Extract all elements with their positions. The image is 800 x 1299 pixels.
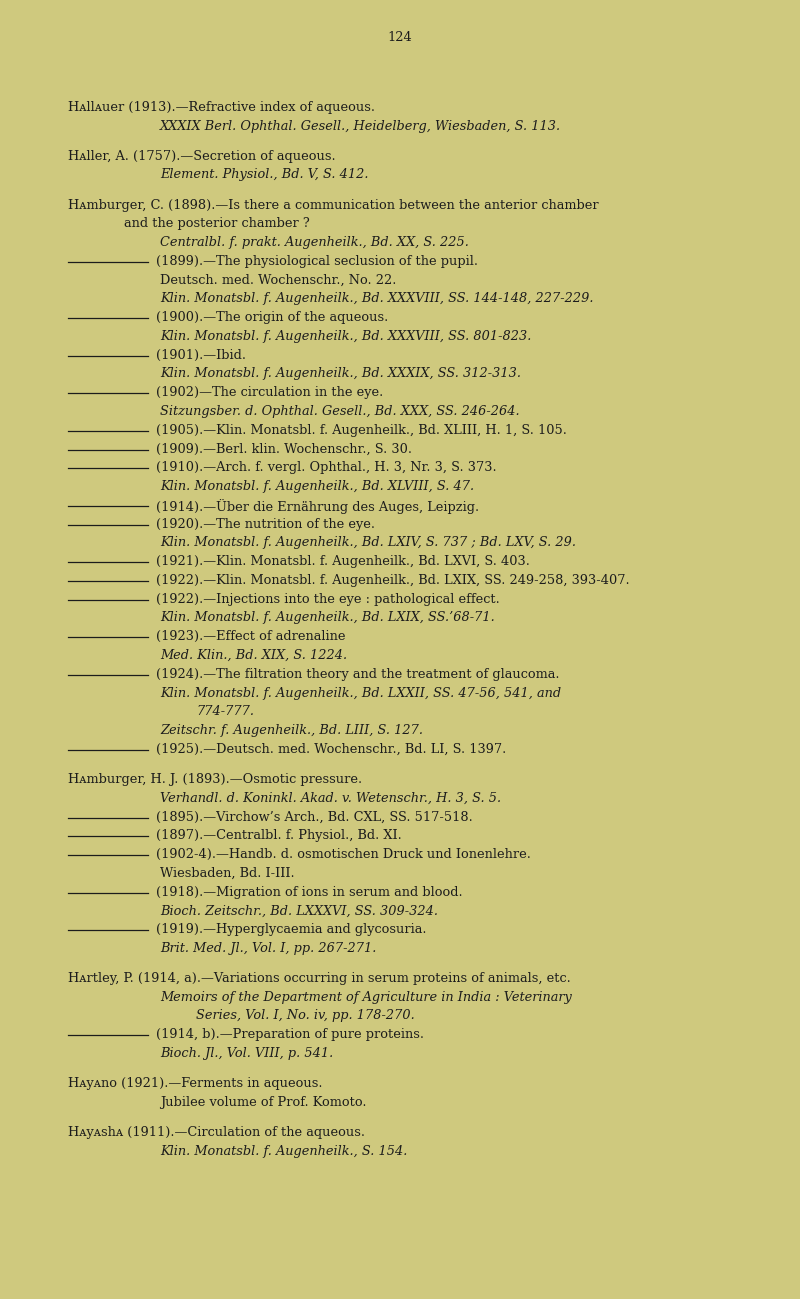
Text: Hᴀllᴀuer (1913).—Refractive index of aqueous.: Hᴀllᴀuer (1913).—Refractive index of aqu… [68, 101, 375, 114]
Text: (1910).—Arch. f. vergl. Ophthal., H. 3, Nr. 3, S. 373.: (1910).—Arch. f. vergl. Ophthal., H. 3, … [156, 461, 497, 474]
Text: (1902)—The circulation in the eye.: (1902)—The circulation in the eye. [156, 386, 383, 399]
Text: Deutsch. med. Wochenschr., No. 22.: Deutsch. med. Wochenschr., No. 22. [160, 274, 396, 287]
Text: Zeitschr. f. Augenheilk., Bd. LIII, S. 127.: Zeitschr. f. Augenheilk., Bd. LIII, S. 1… [160, 724, 423, 737]
Text: Klin. Monatsbl. f. Augenheilk., Bd. LXIV, S. 737 ; Bd. LXV, S. 29.: Klin. Monatsbl. f. Augenheilk., Bd. LXIV… [160, 536, 576, 549]
Text: XXXIX Berl. Ophthal. Gesell., Heidelberg, Wiesbaden, S. 113.: XXXIX Berl. Ophthal. Gesell., Heidelberg… [160, 120, 561, 132]
Text: Klin. Monatsbl. f. Augenheilk., Bd. XXXVIII, SS. 801-823.: Klin. Monatsbl. f. Augenheilk., Bd. XXXV… [160, 330, 531, 343]
Text: (1901).—Ibid.: (1901).—Ibid. [156, 348, 246, 361]
Text: Klin. Monatsbl. f. Augenheilk., Bd. XLVIII, S. 47.: Klin. Monatsbl. f. Augenheilk., Bd. XLVI… [160, 481, 474, 494]
Text: (1923).—Effect of adrenaline: (1923).—Effect of adrenaline [156, 630, 346, 643]
Text: Sitzungsber. d. Ophthal. Gesell., Bd. XXX, SS. 246-264.: Sitzungsber. d. Ophthal. Gesell., Bd. XX… [160, 405, 520, 418]
Text: Klin. Monatsbl. f. Augenheilk., Bd. XXXVIII, SS. 144-148, 227-229.: Klin. Monatsbl. f. Augenheilk., Bd. XXXV… [160, 292, 594, 305]
Text: Wiesbaden, Bd. I-III.: Wiesbaden, Bd. I-III. [160, 866, 294, 879]
Text: Centralbl. f. prakt. Augenheilk., Bd. XX, S. 225.: Centralbl. f. prakt. Augenheilk., Bd. XX… [160, 236, 469, 249]
Text: (1897).—Centralbl. f. Physiol., Bd. XI.: (1897).—Centralbl. f. Physiol., Bd. XI. [156, 829, 402, 842]
Text: (1902-4).—Handb. d. osmotischen Druck und Ionenlehre.: (1902-4).—Handb. d. osmotischen Druck un… [156, 848, 531, 861]
Text: Hᴀmburger, H. J. (1893).—Osmotic pressure.: Hᴀmburger, H. J. (1893).—Osmotic pressur… [68, 773, 362, 786]
Text: (1914).—Über die Ernährung des Auges, Leipzig.: (1914).—Über die Ernährung des Auges, Le… [156, 499, 479, 514]
Text: Med. Klin., Bd. XIX, S. 1224.: Med. Klin., Bd. XIX, S. 1224. [160, 650, 347, 662]
Text: Hᴀrtley, P. (1914, a).—Variations occurring in serum proteins of animals, etc.: Hᴀrtley, P. (1914, a).—Variations occurr… [68, 972, 570, 985]
Text: (1899).—The physiological seclusion of the pupil.: (1899).—The physiological seclusion of t… [156, 255, 478, 268]
Text: Hᴀmburger, C. (1898).—Is there a communication between the anterior chamber: Hᴀmburger, C. (1898).—Is there a communi… [68, 199, 598, 212]
Text: (1909).—Berl. klin. Wochenschr., S. 30.: (1909).—Berl. klin. Wochenschr., S. 30. [156, 443, 412, 456]
Text: (1919).—Hyperglycaemia and glycosuria.: (1919).—Hyperglycaemia and glycosuria. [156, 924, 426, 937]
Text: Hᴀyᴀshᴀ (1911).—Circulation of the aqueous.: Hᴀyᴀshᴀ (1911).—Circulation of the aqueo… [68, 1126, 365, 1139]
Text: Hᴀyᴀno (1921).—Ferments in aqueous.: Hᴀyᴀno (1921).—Ferments in aqueous. [68, 1077, 322, 1090]
Text: Element. Physiol., Bd. V, S. 412.: Element. Physiol., Bd. V, S. 412. [160, 169, 369, 182]
Text: (1922).—Injections into the eye : pathological effect.: (1922).—Injections into the eye : pathol… [156, 592, 500, 605]
Text: Verhandl. d. Koninkl. Akad. v. Wetenschr., H. 3, S. 5.: Verhandl. d. Koninkl. Akad. v. Wetenschr… [160, 791, 501, 804]
Text: Brit. Med. Jl., Vol. I, pp. 267-271.: Brit. Med. Jl., Vol. I, pp. 267-271. [160, 942, 376, 955]
Text: (1895).—Virchow’s Arch., Bd. CXL, SS. 517-518.: (1895).—Virchow’s Arch., Bd. CXL, SS. 51… [156, 811, 473, 824]
Text: (1920).—The nutrition of the eye.: (1920).—The nutrition of the eye. [156, 517, 375, 530]
Text: Jubilee volume of Prof. Komoto.: Jubilee volume of Prof. Komoto. [160, 1096, 366, 1109]
Text: Klin. Monatsbl. f. Augenheilk., S. 154.: Klin. Monatsbl. f. Augenheilk., S. 154. [160, 1144, 407, 1157]
Text: (1925).—Deutsch. med. Wochenschr., Bd. LI, S. 1397.: (1925).—Deutsch. med. Wochenschr., Bd. L… [156, 743, 506, 756]
Text: Bioch. Jl., Vol. VIII, p. 541.: Bioch. Jl., Vol. VIII, p. 541. [160, 1047, 334, 1060]
Text: (1918).—Migration of ions in serum and blood.: (1918).—Migration of ions in serum and b… [156, 886, 462, 899]
Text: Series, Vol. I, No. iv, pp. 178-270.: Series, Vol. I, No. iv, pp. 178-270. [196, 1009, 414, 1022]
Text: and the posterior chamber ?: and the posterior chamber ? [124, 217, 310, 230]
Text: Klin. Monatsbl. f. Augenheilk., Bd. LXIX, SS.’68-71.: Klin. Monatsbl. f. Augenheilk., Bd. LXIX… [160, 612, 494, 625]
Text: Klin. Monatsbl. f. Augenheilk., Bd. XXXIX, SS. 312-313.: Klin. Monatsbl. f. Augenheilk., Bd. XXXI… [160, 368, 521, 381]
Text: (1921).—Klin. Monatsbl. f. Augenheilk., Bd. LXVI, S. 403.: (1921).—Klin. Monatsbl. f. Augenheilk., … [156, 555, 530, 568]
Text: Hᴀller, A. (1757).—Secretion of aqueous.: Hᴀller, A. (1757).—Secretion of aqueous. [68, 149, 336, 162]
Text: (1924).—The filtration theory and the treatment of glaucoma.: (1924).—The filtration theory and the tr… [156, 668, 559, 681]
Text: Memoirs of the Department of Agriculture in India : Veterinary: Memoirs of the Department of Agriculture… [160, 991, 572, 1004]
Text: Klin. Monatsbl. f. Augenheilk., Bd. LXXII, SS. 47-56, 541, and: Klin. Monatsbl. f. Augenheilk., Bd. LXXI… [160, 687, 561, 700]
Text: 124: 124 [388, 31, 412, 44]
Text: (1922).—Klin. Monatsbl. f. Augenheilk., Bd. LXIX, SS. 249-258, 393-407.: (1922).—Klin. Monatsbl. f. Augenheilk., … [156, 574, 630, 587]
Text: (1914, b).—Preparation of pure proteins.: (1914, b).—Preparation of pure proteins. [156, 1029, 424, 1042]
Text: (1900).—The origin of the aqueous.: (1900).—The origin of the aqueous. [156, 312, 388, 325]
Text: Bioch. Zeitschr., Bd. LXXXVI, SS. 309-324.: Bioch. Zeitschr., Bd. LXXXVI, SS. 309-32… [160, 904, 438, 917]
Text: 774-777.: 774-777. [196, 705, 254, 718]
Text: (1905).—Klin. Monatsbl. f. Augenheilk., Bd. XLIII, H. 1, S. 105.: (1905).—Klin. Monatsbl. f. Augenheilk., … [156, 423, 567, 436]
